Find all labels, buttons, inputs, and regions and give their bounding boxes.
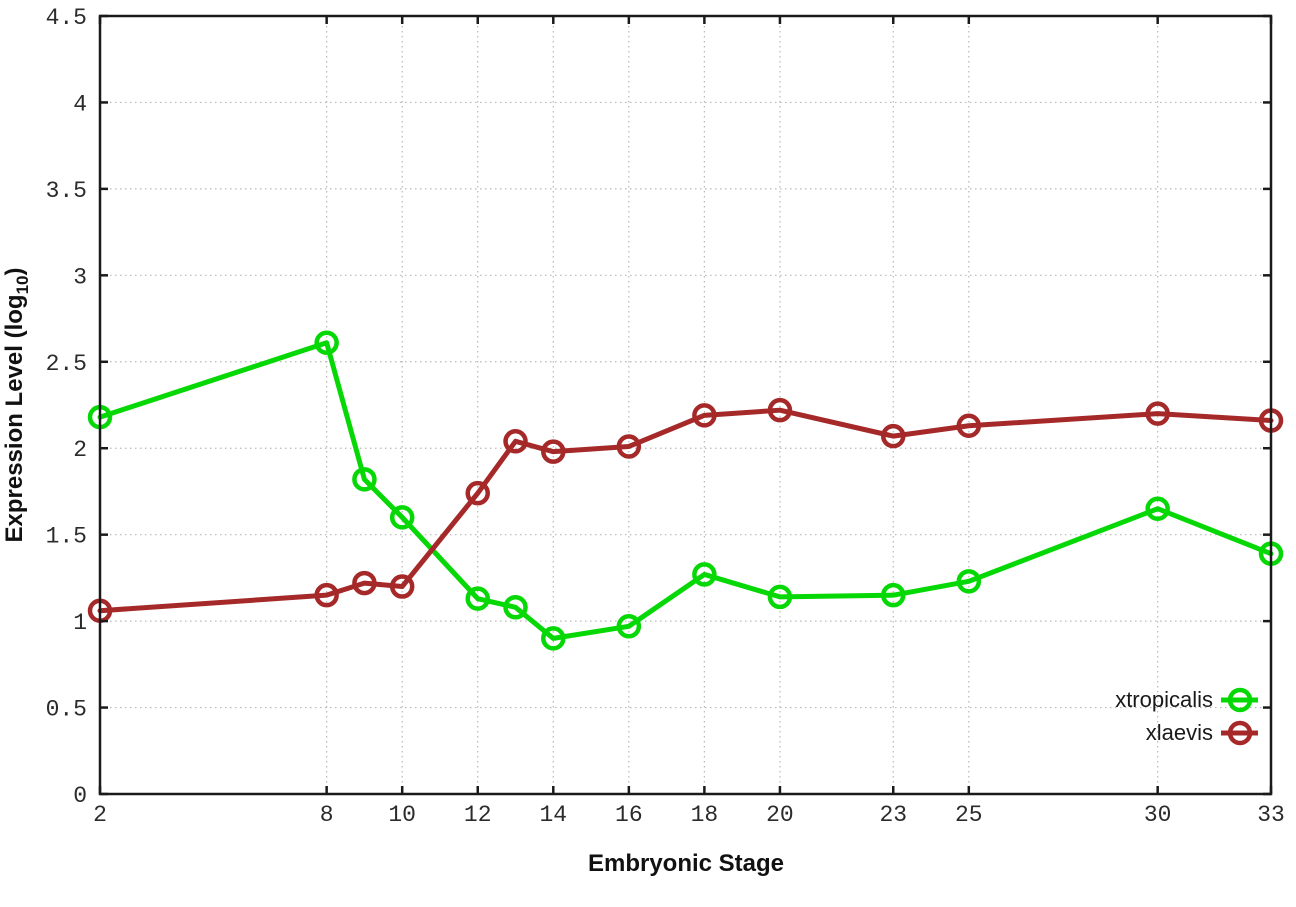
grid-layer <box>100 16 1271 794</box>
x-tick-label: 14 <box>539 802 567 828</box>
data-point-marker <box>389 574 415 599</box>
data-point-marker <box>1145 496 1170 521</box>
data-point-marker <box>616 434 642 459</box>
legend-item-xtropicalis: xtropicalis <box>1115 687 1258 713</box>
data-point-marker <box>881 582 906 608</box>
x-tick-label: 10 <box>388 802 416 828</box>
data-point-marker <box>503 429 528 454</box>
y-tick-label: 2 <box>73 437 87 463</box>
data-point-marker <box>314 330 339 356</box>
tick-label-layer: 2 8 10 12 14 16 18 20 23 25 30 33 0 0.5 1 1.5 2 2.5 3 3.5 4 4… <box>46 5 1285 828</box>
data-point-marker <box>352 570 377 596</box>
data-point-marker <box>692 403 717 428</box>
data-point-marker <box>389 505 415 530</box>
x-tick-label: 16 <box>615 802 643 828</box>
data-point-marker <box>465 480 490 506</box>
data-point-marker <box>956 413 982 438</box>
legend-label-xlaevis: xlaevis <box>1146 720 1213 745</box>
y-axis-title-suffix: ) <box>1 268 28 276</box>
x-tick-label: 20 <box>766 802 794 828</box>
data-point-marker <box>541 626 566 651</box>
y-axis-title-subscript: 10 <box>13 276 32 295</box>
data-point-marker <box>616 614 642 639</box>
legend-marker-xlaevis <box>1227 720 1253 746</box>
series-line-xlaevis <box>97 407 1274 614</box>
x-tick-label: 2 <box>93 802 107 828</box>
y-tick-label: 1.5 <box>46 524 87 550</box>
x-tick-label: 30 <box>1144 802 1172 828</box>
x-tick-label: 23 <box>879 802 907 828</box>
x-tick-label: 33 <box>1257 802 1285 828</box>
legend-marker-xtropicalis <box>1227 687 1253 713</box>
data-point-marker <box>767 584 793 610</box>
data-point-marker <box>541 439 566 464</box>
plot-border <box>98 14 1273 796</box>
legend-item-xlaevis: xlaevis <box>1146 720 1258 746</box>
y-axis-title-prefix: Expression Level (log <box>1 294 28 542</box>
data-point-marker <box>503 595 528 620</box>
data-point-marker <box>956 569 982 594</box>
data-point-marker <box>881 423 906 449</box>
data-point-marker <box>465 586 490 611</box>
y-tick-label: 4 <box>73 91 87 117</box>
series-layer <box>87 330 1284 651</box>
data-point-marker <box>314 582 339 608</box>
y-tick-label: 0.5 <box>46 697 87 723</box>
x-tick-label: 12 <box>464 802 492 828</box>
y-axis-title: Expression Level (log10) <box>1 268 32 543</box>
series-line-xtropicalis <box>97 340 1274 641</box>
data-point-marker <box>352 467 377 492</box>
y-tick-label: 1 <box>73 610 87 636</box>
tick-layer <box>98 14 1273 796</box>
y-tick-label: 2.5 <box>46 351 87 377</box>
y-tick-label: 0 <box>73 783 87 809</box>
data-point-marker <box>1145 401 1170 426</box>
x-tick-label: 8 <box>320 802 334 828</box>
y-tick-label: 4.5 <box>46 5 87 31</box>
y-tick-label: 3 <box>73 264 87 290</box>
data-point-marker <box>767 397 793 423</box>
x-axis-title: Embryonic Stage <box>588 850 784 877</box>
legend: xtropicalis xlaevis <box>1115 687 1258 746</box>
series-xtropicalis <box>87 330 1284 651</box>
x-tick-label: 25 <box>955 802 983 828</box>
data-point-marker <box>692 562 717 587</box>
y-tick-label: 3.5 <box>46 178 87 204</box>
x-tick-label: 18 <box>691 802 719 828</box>
legend-label-xtropicalis: xtropicalis <box>1115 687 1213 712</box>
